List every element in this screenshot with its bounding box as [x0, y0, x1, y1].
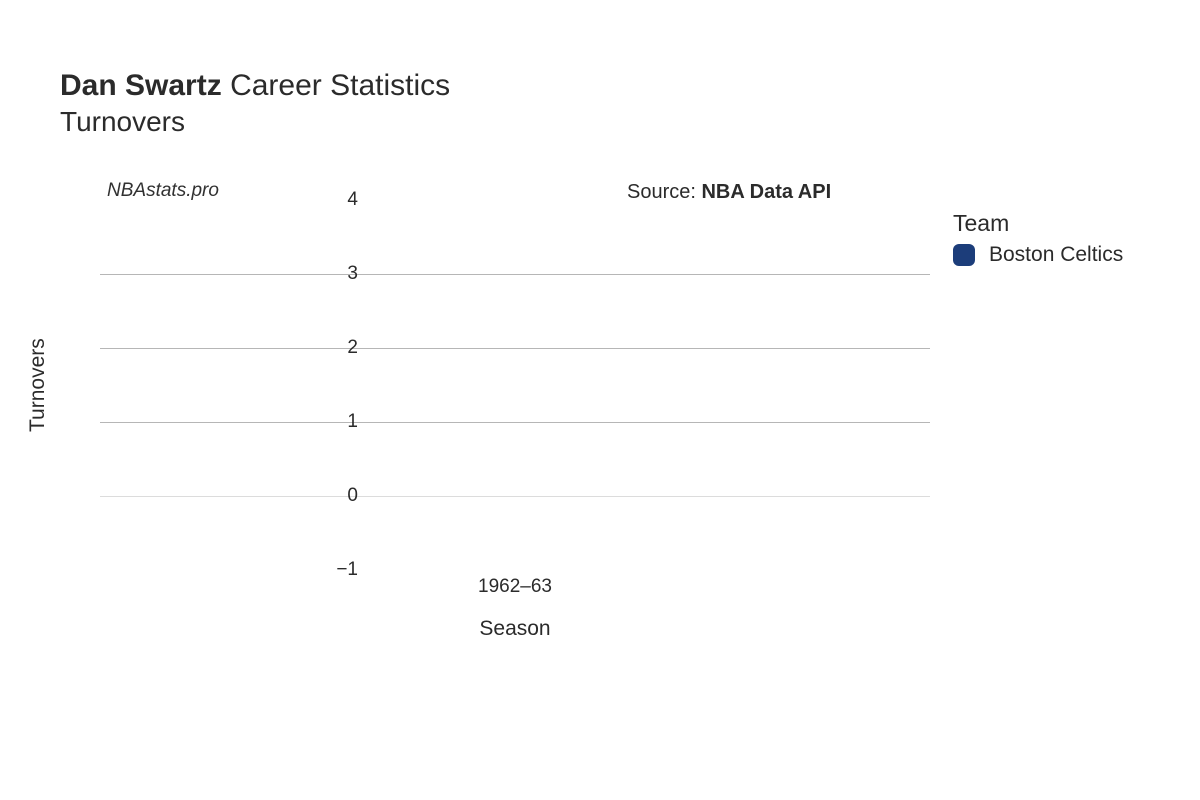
chart-title-block: Dan Swartz Career Statistics Turnovers — [60, 68, 450, 138]
y-tick-label: 0 — [347, 485, 358, 507]
legend: Team Boston Celtics — [953, 210, 1123, 267]
chart-subtitle: Turnovers — [60, 106, 450, 138]
x-axis-label: Season — [479, 617, 550, 641]
player-name: Dan Swartz — [60, 69, 222, 102]
y-tick-label: 3 — [347, 263, 358, 285]
title-suffix: Career Statistics — [230, 69, 450, 102]
gridline — [100, 422, 930, 423]
y-tick-label: 1 — [347, 411, 358, 433]
y-tick-label: 4 — [347, 189, 358, 211]
gridline — [100, 496, 930, 497]
y-tick-label: 2 — [347, 337, 358, 359]
chart-title-line1: Dan Swartz Career Statistics — [60, 68, 450, 104]
y-tick-label: −1 — [336, 559, 358, 581]
legend-item-label: Boston Celtics — [989, 243, 1123, 267]
legend-title: Team — [953, 210, 1123, 237]
y-axis-label: Turnovers — [26, 338, 50, 432]
gridline — [100, 274, 930, 275]
watermark-text: NBAstats.pro — [107, 180, 219, 202]
legend-swatch-icon — [953, 244, 975, 266]
legend-item: Boston Celtics — [953, 243, 1123, 267]
gridline — [100, 348, 930, 349]
chart-plot-area — [100, 200, 930, 570]
x-tick-label: 1962–63 — [478, 576, 552, 598]
